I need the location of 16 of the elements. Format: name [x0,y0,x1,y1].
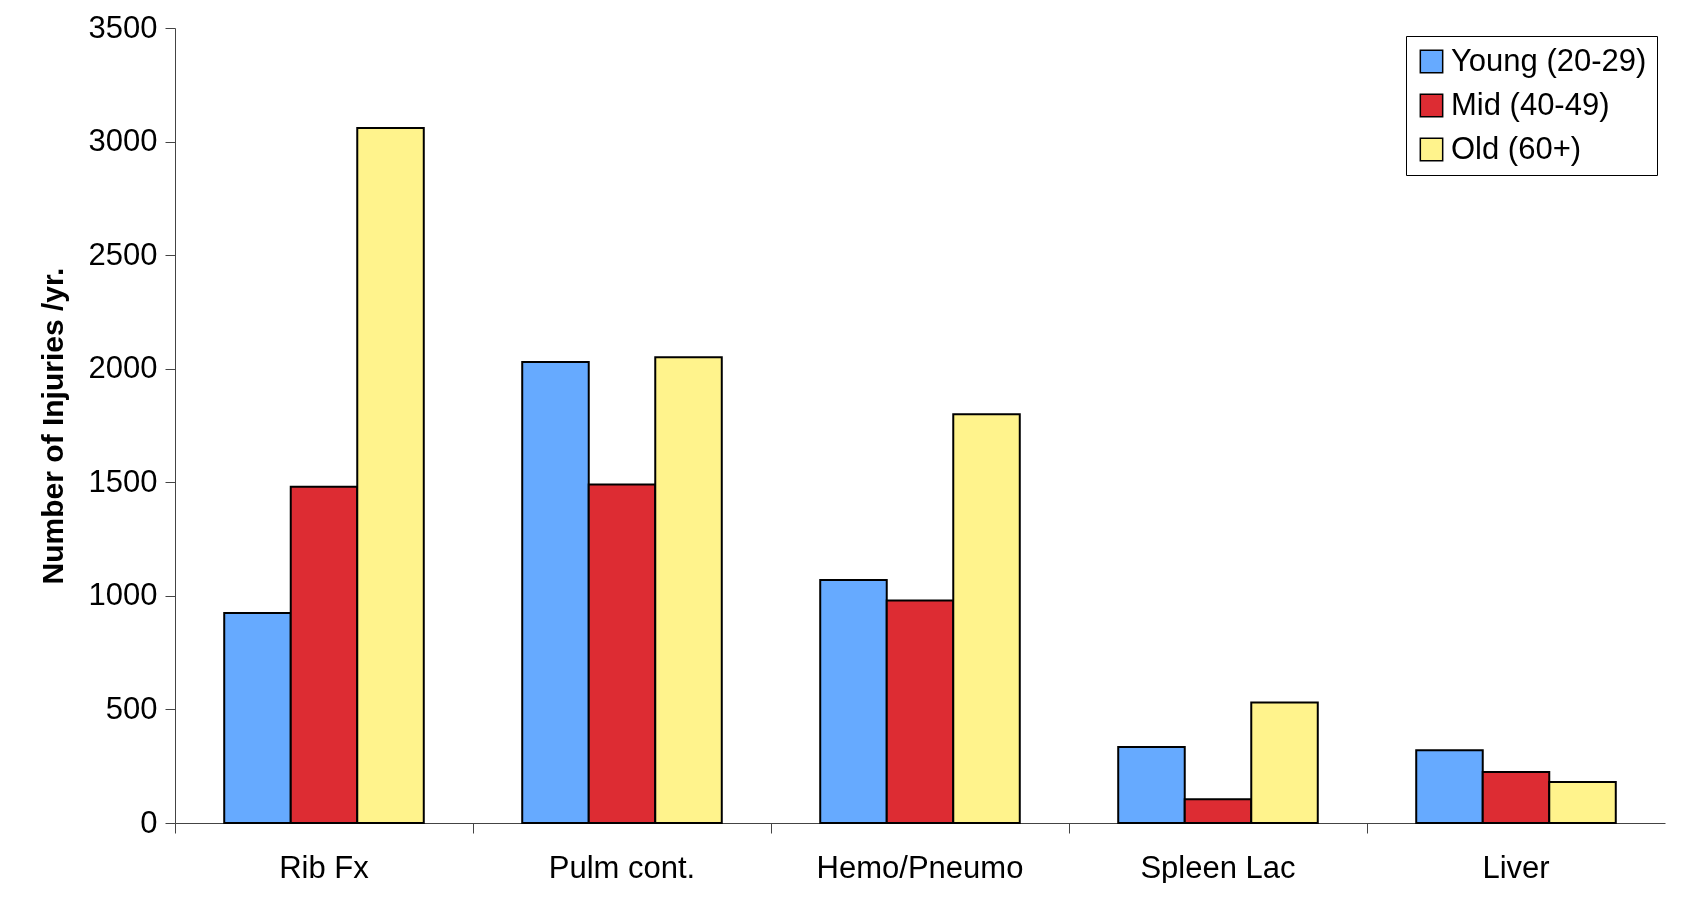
x-tick-label: Liver [1482,849,1550,885]
y-tick-label: 3000 [88,123,158,159]
y-tick-label: 500 [105,690,158,726]
legend-label: Mid (40-49) [1451,86,1610,122]
y-axis-title: Number of Injuries /yr. [35,267,69,585]
y-tick-label: 1500 [88,463,158,499]
legend-label: Old (60+) [1451,130,1582,166]
y-tick-label: 0 [140,804,158,840]
y-tick-label: 2500 [88,236,158,272]
y-tick-label: 1000 [88,577,158,613]
x-tick-label: Pulm cont. [548,849,696,885]
x-tick-label: Rib Fx [279,849,370,885]
y-tick-label: 2000 [88,350,158,386]
y-tick-label: 3500 [88,9,158,45]
legend-label: Young (20-29) [1451,42,1647,78]
x-tick-label: Hemo/Pneumo [816,849,1024,885]
